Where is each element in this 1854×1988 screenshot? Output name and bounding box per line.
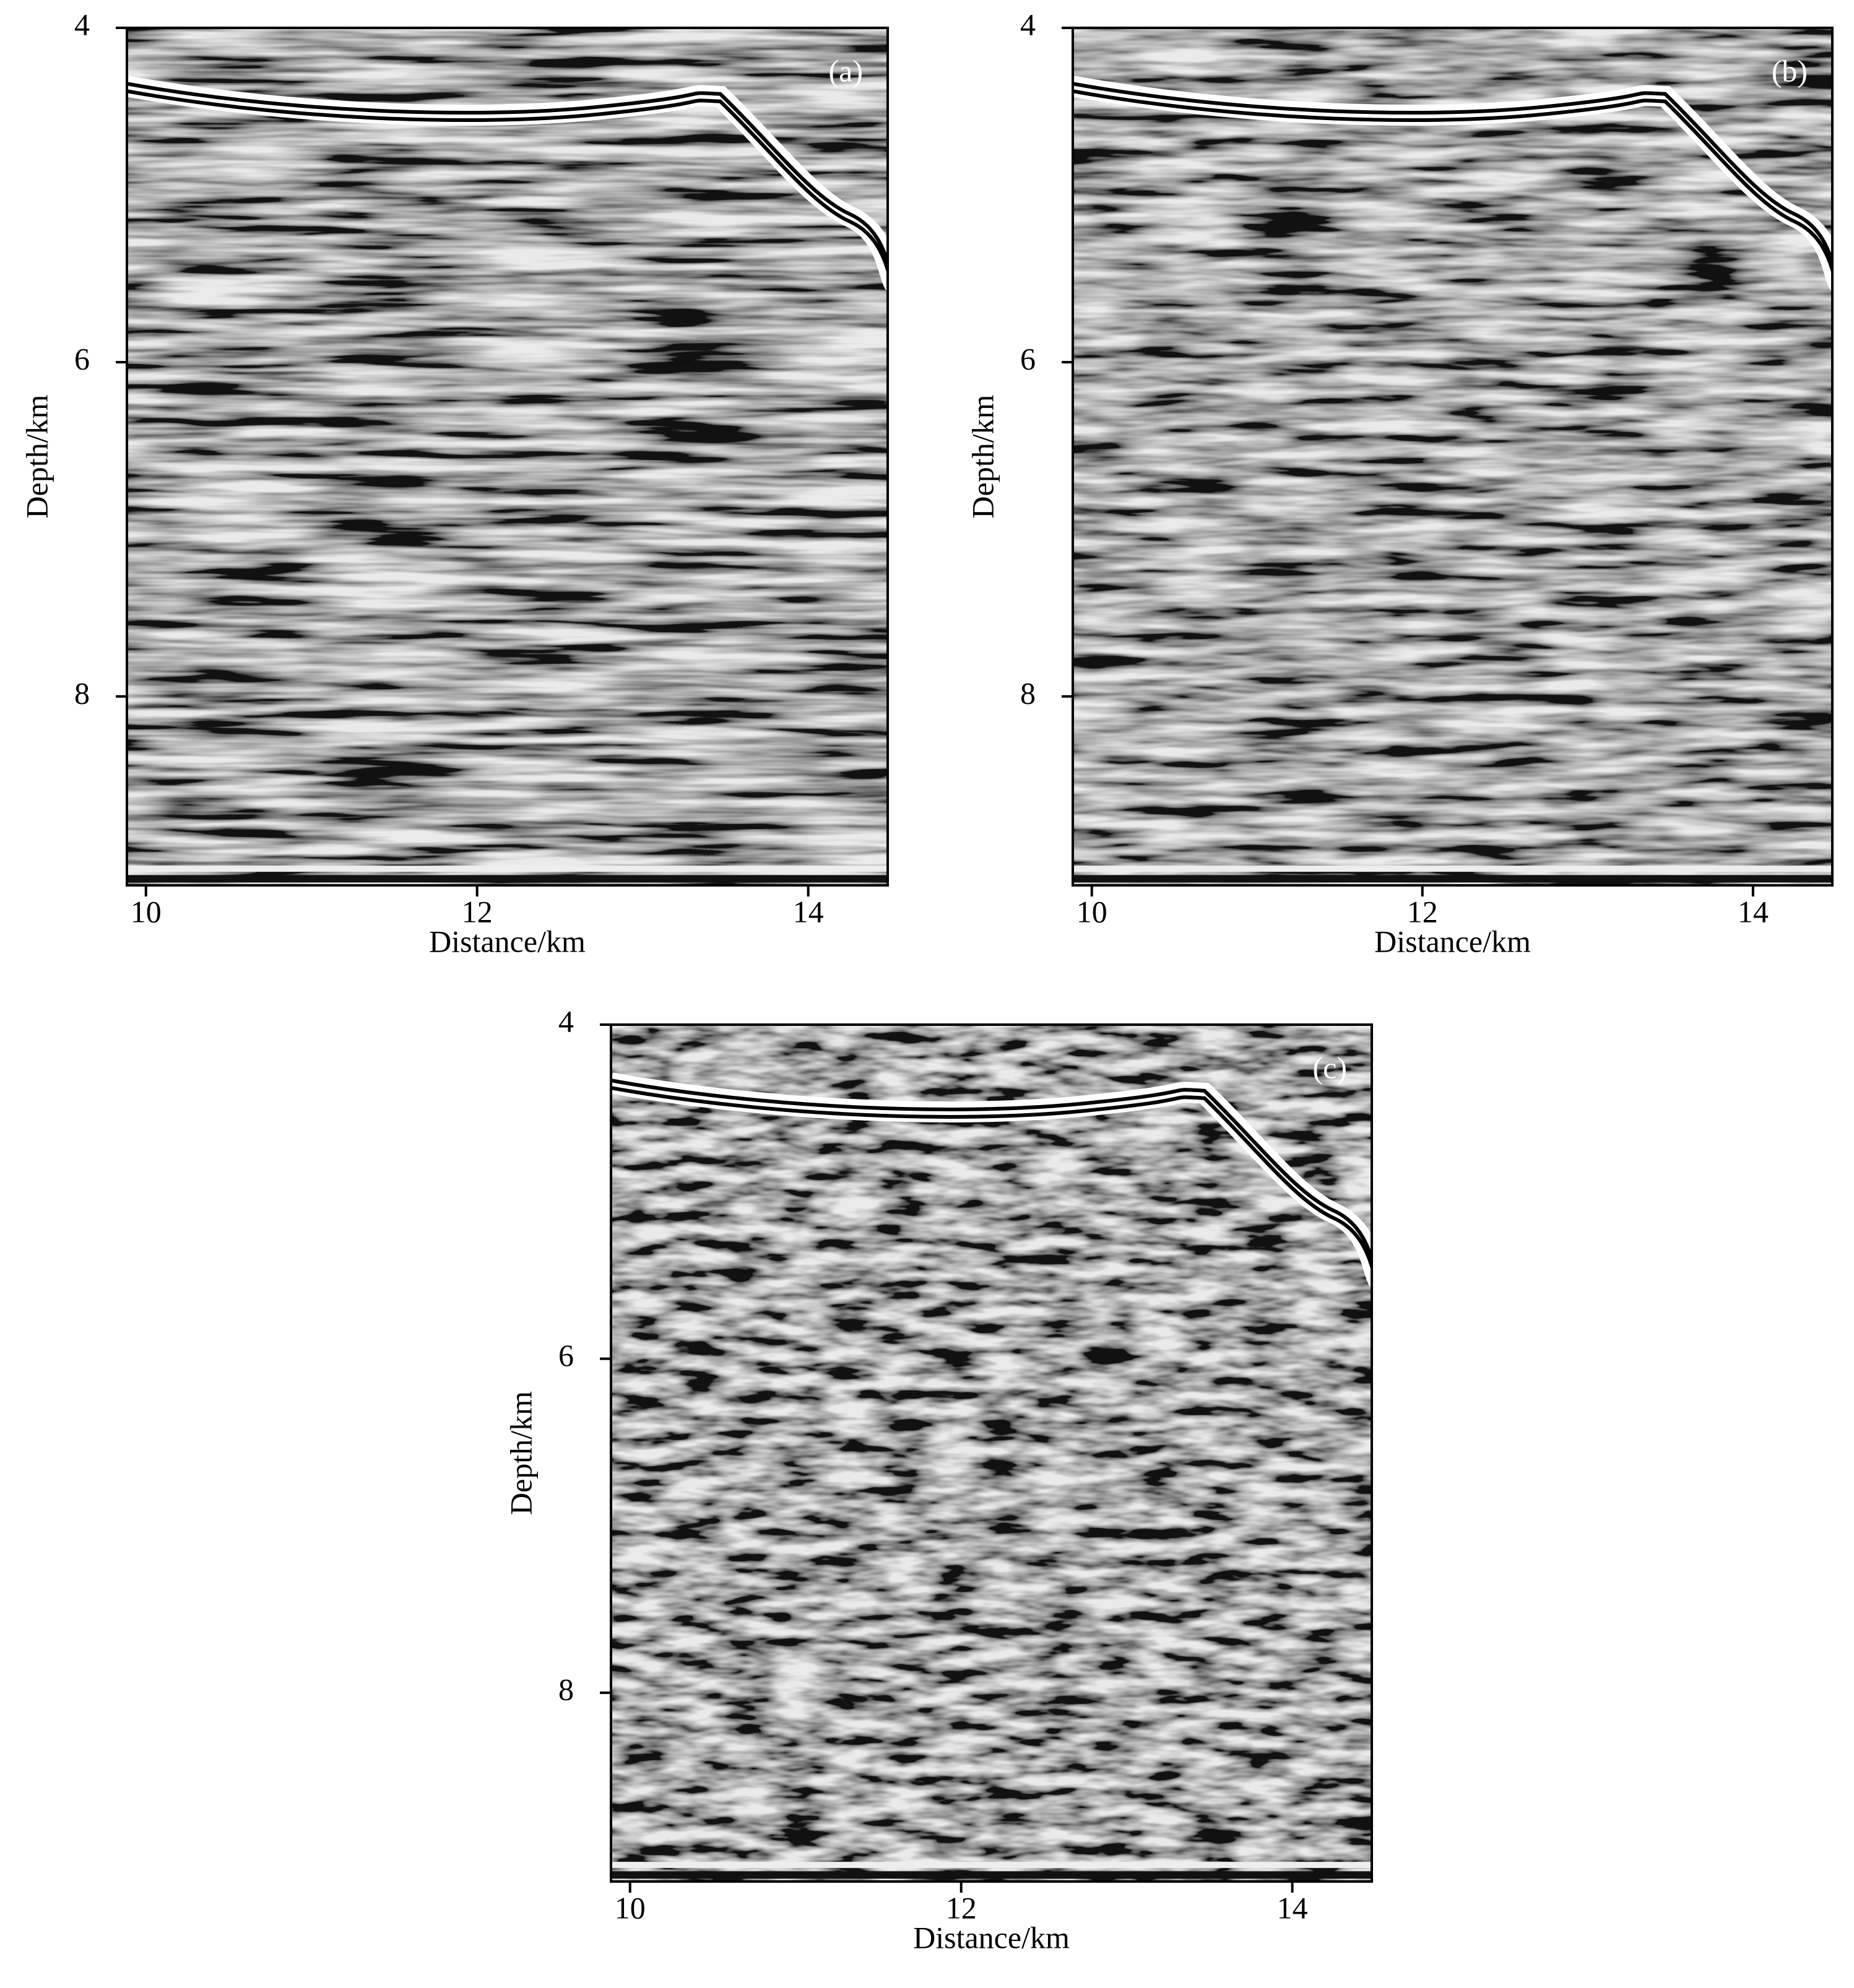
- x-tick-label: 10: [615, 1890, 646, 1925]
- panel-label: (b): [1772, 53, 1808, 88]
- plot-frame: [1072, 27, 1834, 887]
- x-tick-label: 14: [1277, 1890, 1308, 1925]
- y-tick-label: 6: [74, 341, 90, 376]
- image-texture: [127, 28, 888, 885]
- seafloor-dark: [127, 89, 888, 276]
- seismic-image: [1073, 28, 1832, 885]
- panel: 10 12 14 4 6 8 Distance/km Depth/km (b): [965, 7, 1834, 958]
- bottom-band-dark: [611, 1871, 1372, 1879]
- seafloor-white: [1073, 76, 1832, 292]
- y-axis-label: Depth/km: [965, 394, 1000, 518]
- y-axis-label: Depth/km: [503, 1391, 538, 1515]
- x-tick-label: 14: [793, 894, 824, 929]
- seafloor-dark: [611, 1079, 1372, 1265]
- x-tick-label: 12: [1407, 894, 1438, 929]
- seafloor-dark: [1073, 82, 1832, 269]
- panel-label: (c): [1313, 1050, 1348, 1085]
- seismic-image: [611, 1025, 1372, 1882]
- y-tick-label: 8: [558, 1672, 574, 1707]
- seafloor-white: [127, 76, 888, 292]
- x-tick-label: 12: [462, 894, 493, 929]
- x-axis-label: Distance/km: [913, 1920, 1070, 1955]
- x-axis-label: Distance/km: [429, 924, 586, 958]
- bottom-band-dark: [1073, 875, 1832, 883]
- panel-label: (a): [829, 53, 864, 88]
- bottom-band-white: [127, 866, 888, 872]
- seafloor-dark: [1073, 89, 1832, 276]
- bottom-band-white: [1073, 866, 1832, 872]
- panel: 10 12 14 4 6 8 Distance/km Depth/km (a): [19, 7, 889, 958]
- x-tick-label: 10: [1076, 894, 1107, 929]
- x-tick-label: 12: [946, 1890, 977, 1925]
- panel: 10 12 14 4 6 8 Distance/km Depth/km (c): [503, 1004, 1373, 1955]
- image-texture: [611, 1025, 1372, 1882]
- bottom-band-dark: [127, 875, 888, 883]
- x-axis-label: Distance/km: [1374, 924, 1531, 958]
- plot-frame: [610, 1023, 1373, 1883]
- y-tick-label: 8: [1020, 675, 1036, 710]
- x-tick-label: 10: [131, 894, 162, 929]
- bottom-band-white: [611, 1862, 1372, 1869]
- y-axis-label: Depth/km: [19, 394, 54, 518]
- plot-frame: [126, 27, 889, 887]
- y-tick-label: 4: [1020, 7, 1036, 41]
- y-tick-label: 4: [558, 1004, 574, 1038]
- seafloor-white: [611, 1072, 1372, 1289]
- y-tick-label: 6: [558, 1338, 574, 1373]
- y-tick-label: 6: [1020, 341, 1036, 376]
- seafloor-dark: [127, 82, 888, 269]
- image-texture: [1073, 28, 1832, 885]
- seafloor-dark: [611, 1086, 1372, 1273]
- seismic-image: [127, 28, 888, 885]
- y-tick-label: 8: [74, 675, 90, 710]
- x-tick-label: 14: [1738, 894, 1769, 929]
- y-tick-label: 4: [74, 7, 90, 41]
